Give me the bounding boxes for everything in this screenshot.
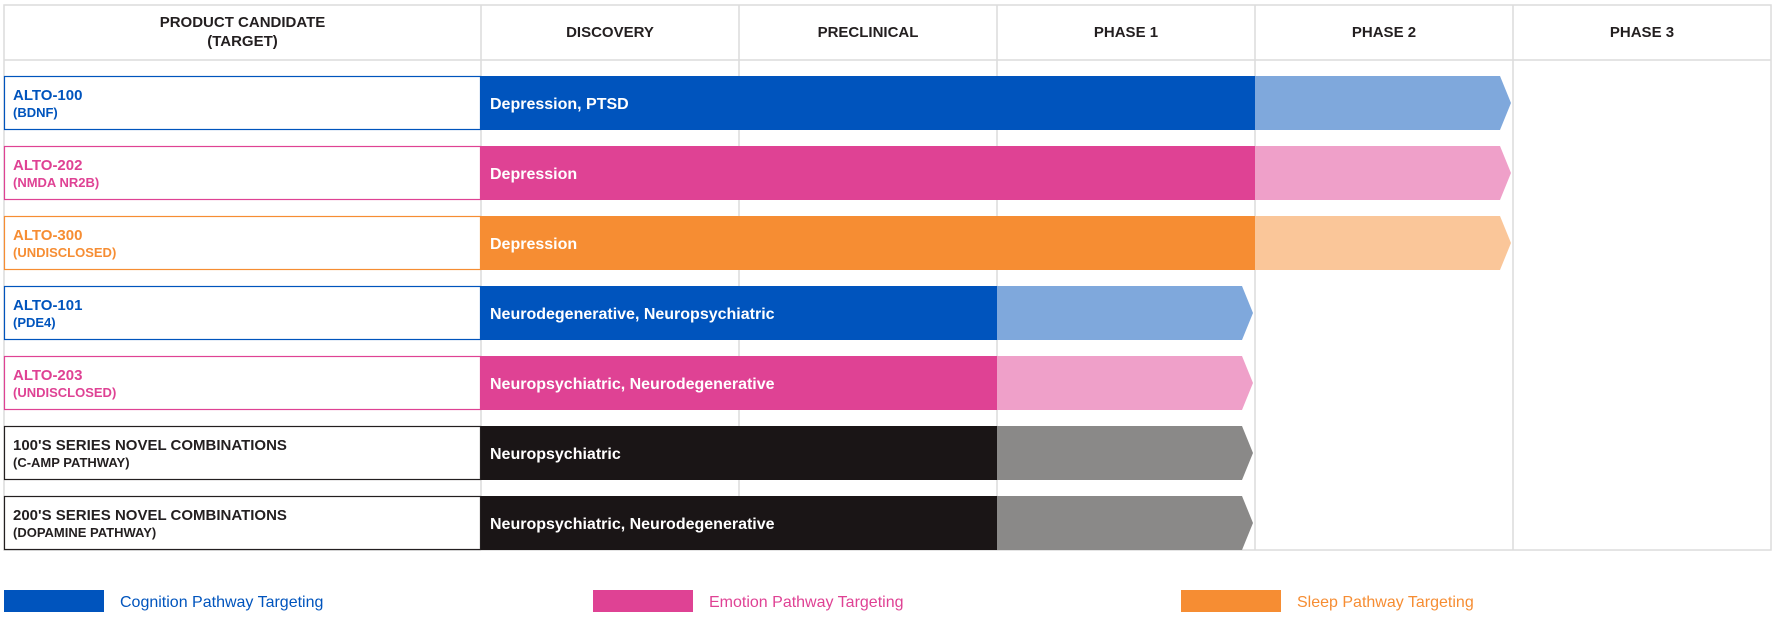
- indication-100-s-series-novel-combinations: Neuropsychiatric: [490, 446, 621, 463]
- legend-swatch-cognition: [4, 590, 104, 612]
- progress-arrow-in-progress-alto-101: [997, 286, 1253, 340]
- candidate-name-alto-100: ALTO-100: [13, 87, 82, 104]
- candidate-target-alto-202: (NMDA NR2B): [13, 175, 99, 190]
- candidate-name-alto-202: ALTO-202: [13, 157, 82, 174]
- progress-arrow-in-progress-alto-202: [1255, 146, 1511, 200]
- indication-alto-101: Neurodegenerative, Neuropsychiatric: [490, 306, 775, 323]
- indication-alto-203: Neuropsychiatric, Neurodegenerative: [490, 376, 775, 393]
- header-phase-3: PHASE 3: [1610, 24, 1674, 41]
- indication-alto-100: Depression, PTSD: [490, 96, 629, 113]
- progress-bar-completed-alto-300: [481, 216, 1255, 270]
- header-phase-2: PHASE 2: [1352, 24, 1416, 41]
- candidate-box-alto-100: [3, 75, 482, 131]
- indication-200-s-series-novel-combinations: Neuropsychiatric, Neurodegenerative: [490, 516, 775, 533]
- legend-swatch-sleep: [1181, 590, 1281, 612]
- indication-alto-300: Depression: [490, 236, 577, 253]
- progress-bar-completed-100-s-series-novel-combinations: [481, 426, 997, 480]
- candidate-box-alto-203: [3, 355, 482, 411]
- progress-bar-completed-alto-100: [481, 76, 1255, 130]
- candidate-box-200-s-series-novel-combinations: [3, 495, 482, 551]
- candidate-name-alto-300: ALTO-300: [13, 227, 82, 244]
- progress-bar-completed-200-s-series-novel-combinations: [481, 496, 997, 550]
- progress-bar-completed-alto-101: [481, 286, 997, 340]
- candidate-target-alto-100: (BDNF): [13, 105, 58, 120]
- candidate-target-alto-203: (UNDISCLOSED): [13, 385, 116, 400]
- progress-bar-completed-alto-202: [481, 146, 1255, 200]
- indication-alto-202: Depression: [490, 166, 577, 183]
- candidate-name-alto-101: ALTO-101: [13, 297, 82, 314]
- progress-arrow-in-progress-alto-203: [997, 356, 1253, 410]
- progress-bar-completed-alto-203: [481, 356, 997, 410]
- candidate-box-alto-101: [3, 285, 482, 341]
- progress-arrow-in-progress-alto-100: [1255, 76, 1511, 130]
- progress-arrow-in-progress-100-s-series-novel-combinations: [997, 426, 1253, 480]
- candidate-target-200-s-series-novel-combinations: (DOPAMINE PATHWAY): [13, 525, 156, 540]
- header-discovery: DISCOVERY: [566, 24, 654, 41]
- candidate-target-alto-101: (PDE4): [13, 315, 56, 330]
- candidate-target-100-s-series-novel-combinations: (C-AMP PATHWAY): [13, 455, 130, 470]
- legend-swatch-emotion: [593, 590, 693, 612]
- legend-label-emotion: Emotion Pathway Targeting: [709, 594, 903, 611]
- header-preclinical: PRECLINICAL: [818, 24, 919, 41]
- candidate-name-100-s-series-novel-combinations: 100'S SERIES NOVEL COMBINATIONS: [13, 437, 287, 454]
- header-product-candidate-line-1: (TARGET): [207, 33, 278, 50]
- progress-arrow-in-progress-200-s-series-novel-combinations: [997, 496, 1253, 550]
- candidate-box-alto-300: [3, 215, 482, 271]
- candidate-box-100-s-series-novel-combinations: [3, 425, 482, 481]
- candidate-name-alto-203: ALTO-203: [13, 367, 82, 384]
- header-phase-1: PHASE 1: [1094, 24, 1158, 41]
- legend-label-cognition: Cognition Pathway Targeting: [120, 594, 323, 611]
- legend-label-sleep: Sleep Pathway Targeting: [1297, 594, 1474, 611]
- header-product-candidate-line-0: PRODUCT CANDIDATE: [160, 14, 326, 31]
- candidate-name-200-s-series-novel-combinations: 200'S SERIES NOVEL COMBINATIONS: [13, 507, 287, 524]
- candidate-box-alto-202: [3, 145, 482, 201]
- candidate-target-alto-300: (UNDISCLOSED): [13, 245, 116, 260]
- progress-arrow-in-progress-alto-300: [1255, 216, 1511, 270]
